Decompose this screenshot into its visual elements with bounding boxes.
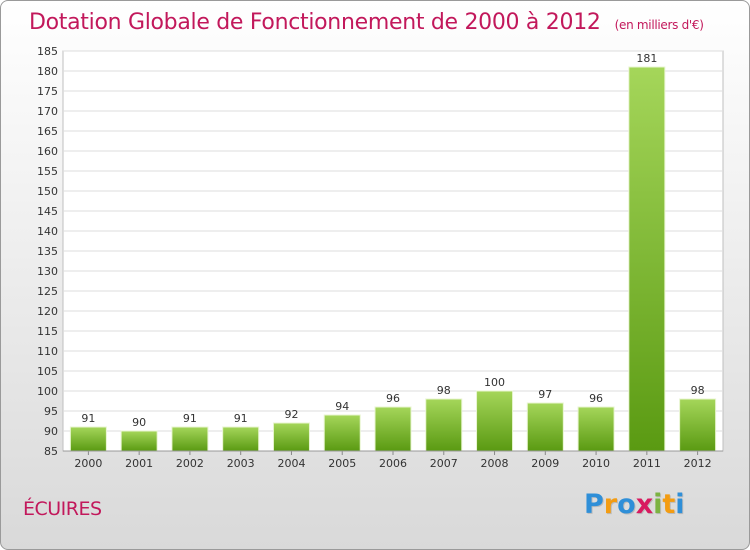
x-tick-label: 2000	[74, 457, 102, 470]
bar	[628, 66, 666, 452]
logo-letter: i	[675, 489, 685, 520]
logo-letter: o	[617, 489, 636, 520]
data-label: 96	[589, 392, 603, 405]
data-label: 96	[386, 392, 400, 405]
x-tick-label: 2008	[481, 457, 509, 470]
bar	[476, 390, 514, 452]
y-tick-label: 140	[37, 225, 58, 238]
data-label: 100	[484, 376, 505, 389]
bar	[120, 430, 158, 452]
logo-letter: x	[635, 489, 654, 520]
y-tick-label: 120	[37, 305, 58, 318]
x-tick-label: 2009	[531, 457, 559, 470]
bar	[577, 406, 615, 452]
y-tick-label: 125	[37, 285, 58, 298]
y-tick-label: 155	[37, 165, 58, 178]
bar	[323, 414, 361, 452]
x-tick-label: 2003	[227, 457, 255, 470]
y-tick-label: 145	[37, 205, 58, 218]
bar	[679, 398, 717, 452]
chart-subtitle: (en milliers d'€)	[614, 18, 704, 32]
y-tick-label: 170	[37, 105, 58, 118]
data-label: 94	[335, 400, 349, 413]
data-label: 97	[538, 388, 552, 401]
x-tick-label: 2001	[125, 457, 153, 470]
y-tick-label: 130	[37, 265, 58, 278]
data-label: 181	[636, 52, 657, 65]
y-tick-label: 180	[37, 65, 58, 78]
y-tick-label: 95	[44, 405, 58, 418]
proxiti-logo[interactable]: Proxiti	[584, 489, 685, 520]
y-tick-label: 185	[37, 45, 58, 58]
y-tick-label: 115	[37, 325, 58, 338]
logo-letter: t	[662, 489, 676, 520]
bar	[526, 402, 564, 452]
x-tick-label: 2007	[430, 457, 458, 470]
data-label: 91	[183, 412, 197, 425]
y-tick-label: 110	[37, 345, 58, 358]
bar	[374, 406, 412, 452]
y-tick-label: 175	[37, 85, 58, 98]
data-label: 98	[691, 384, 705, 397]
chart-title: Dotation Globale de Fonctionnement de 20…	[29, 10, 704, 35]
data-label: 90	[132, 416, 146, 429]
bar	[69, 426, 107, 452]
x-tick-label: 2012	[684, 457, 712, 470]
logo-letter: i	[653, 489, 663, 520]
y-tick-label: 135	[37, 245, 58, 258]
data-label: 98	[437, 384, 451, 397]
y-tick-label: 105	[37, 365, 58, 378]
bar	[272, 422, 310, 452]
y-tick-label: 165	[37, 125, 58, 138]
bar	[171, 426, 209, 452]
logo-letter: r	[603, 489, 618, 520]
x-tick-label: 2011	[633, 457, 661, 470]
data-label: 92	[284, 408, 298, 421]
y-tick-label: 160	[37, 145, 58, 158]
y-tick-label: 100	[37, 385, 58, 398]
x-tick-label: 2010	[582, 457, 610, 470]
x-tick-label: 2004	[277, 457, 305, 470]
bar	[425, 398, 463, 452]
x-tick-label: 2002	[176, 457, 204, 470]
logo-letter: P	[584, 489, 604, 520]
y-tick-label: 90	[44, 425, 58, 438]
chart-title-text: Dotation Globale de Fonctionnement de 20…	[29, 10, 601, 35]
data-label: 91	[81, 412, 95, 425]
data-label: 91	[234, 412, 248, 425]
y-tick-label: 85	[44, 445, 58, 458]
y-tick-label: 150	[37, 185, 58, 198]
x-tick-label: 2006	[379, 457, 407, 470]
x-tick-label: 2005	[328, 457, 356, 470]
bar	[222, 426, 260, 452]
commune-name: ÉCUIRES	[23, 498, 102, 520]
